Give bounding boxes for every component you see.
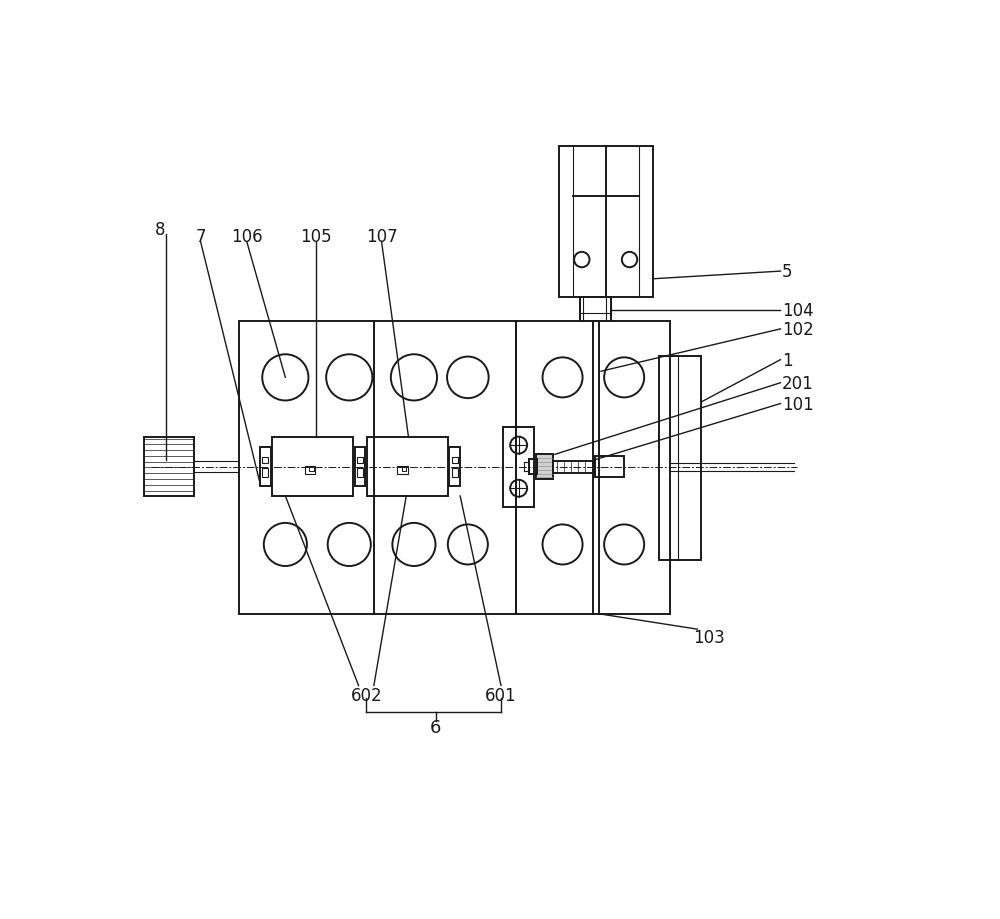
Text: 7: 7 [195, 228, 206, 246]
Text: 8: 8 [155, 221, 165, 239]
Text: 1: 1 [782, 351, 793, 369]
Bar [595, 457, 624, 478]
Text: 105: 105 [300, 228, 332, 246]
Bar [449, 448, 460, 486]
Bar [452, 469, 458, 478]
Bar [262, 469, 268, 478]
Bar [357, 457, 363, 463]
Text: 201: 201 [782, 374, 814, 392]
Text: 104: 104 [782, 301, 814, 319]
Text: 6: 6 [430, 718, 441, 736]
Text: 103: 103 [693, 629, 725, 646]
Bar [580, 297, 611, 322]
Bar [367, 438, 448, 496]
Bar [239, 322, 516, 614]
Bar [402, 467, 406, 471]
Text: 601: 601 [485, 686, 517, 704]
Bar [659, 357, 701, 561]
Text: 5: 5 [782, 263, 792, 281]
Text: 107: 107 [366, 228, 397, 246]
Bar [536, 455, 553, 480]
Bar [357, 469, 363, 478]
Bar [503, 427, 534, 507]
Bar [262, 457, 268, 463]
Bar [305, 467, 315, 474]
Bar [516, 322, 670, 614]
Bar [355, 448, 365, 486]
Bar [272, 438, 353, 496]
Text: 102: 102 [782, 321, 814, 338]
Bar [144, 438, 194, 496]
Text: 602: 602 [350, 686, 382, 704]
Bar [580, 297, 611, 322]
Bar [559, 147, 653, 297]
Bar [529, 460, 537, 475]
Bar [452, 457, 458, 463]
Bar [260, 448, 271, 486]
Bar [397, 467, 408, 474]
Bar [309, 467, 314, 471]
Text: 101: 101 [782, 395, 814, 414]
Text: 106: 106 [231, 228, 263, 246]
Bar [553, 461, 595, 473]
